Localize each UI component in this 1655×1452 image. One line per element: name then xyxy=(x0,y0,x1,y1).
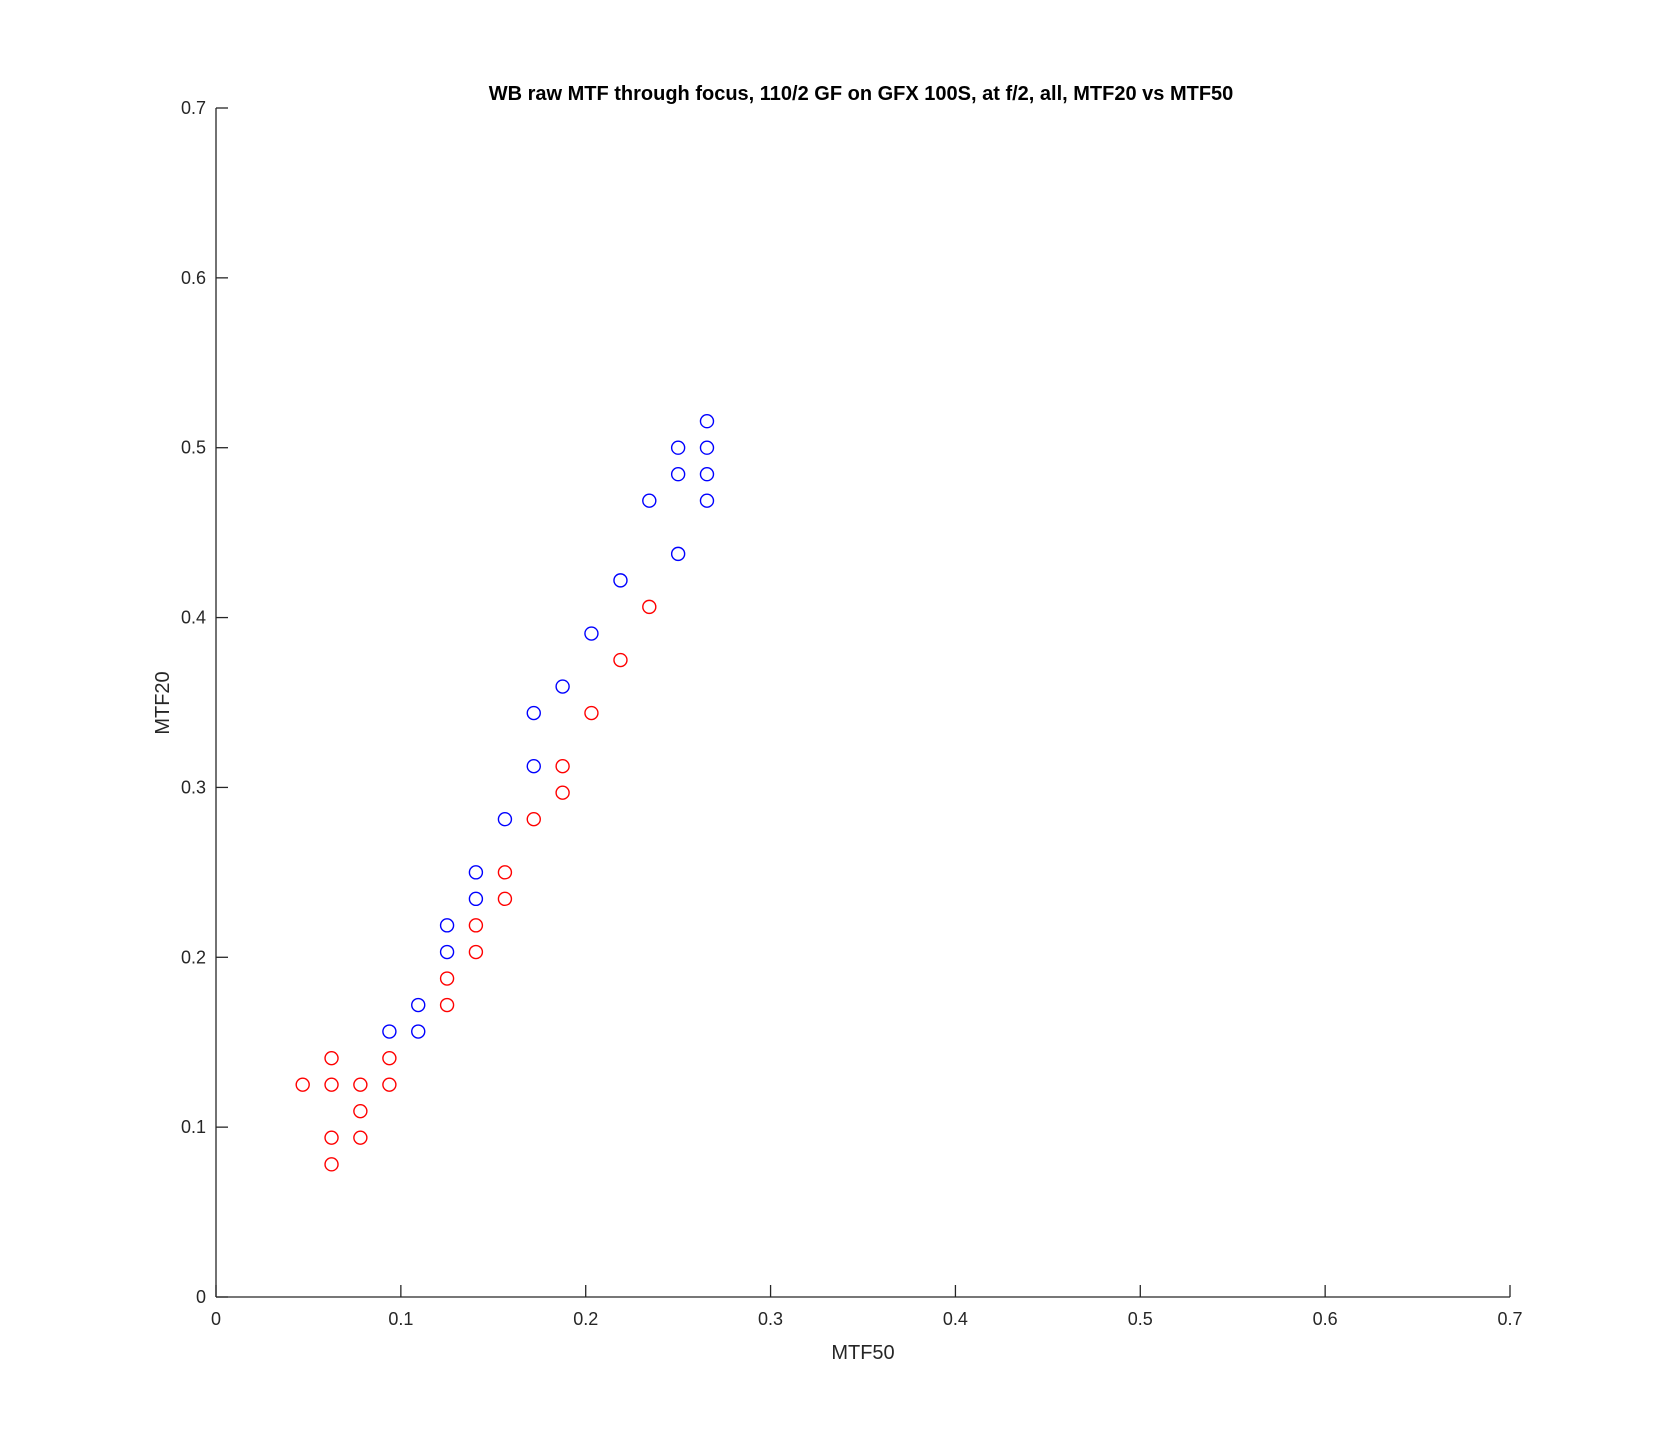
data-point-series-2 xyxy=(526,811,541,827)
data-point-series-1 xyxy=(468,891,484,907)
data-point-series-1 xyxy=(670,467,686,482)
data-point-series-1 xyxy=(411,1024,426,1039)
y-tick-label: 0.4 xyxy=(181,608,206,628)
data-point-series-2 xyxy=(497,891,513,907)
data-point-series-2 xyxy=(382,1077,397,1092)
y-tick-label: 0.6 xyxy=(181,268,206,288)
x-tick-label: 0 xyxy=(211,1309,221,1329)
data-point-series-2 xyxy=(353,1103,368,1119)
data-point-series-1 xyxy=(555,679,570,694)
x-tick-label: 0.2 xyxy=(573,1309,598,1329)
y-tick-label: 0.1 xyxy=(181,1117,206,1137)
data-point-series-2 xyxy=(555,758,570,774)
data-point-series-1 xyxy=(613,573,628,588)
x-tick-label: 0.4 xyxy=(943,1309,968,1329)
x-tick-label: 0.7 xyxy=(1497,1309,1522,1329)
y-ticks: 0 0.1 0.2 0.3 0.4 0.5 0.6 0.7 xyxy=(181,98,228,1307)
data-point-series-1 xyxy=(699,414,715,429)
data-point-series-2 xyxy=(555,785,570,800)
data-point-series-2 xyxy=(468,918,484,933)
data-points xyxy=(295,414,715,1172)
y-tick-label: 0.3 xyxy=(181,777,206,797)
x-tick-label: 0.6 xyxy=(1313,1309,1338,1329)
data-point-series-1 xyxy=(670,546,686,562)
data-point-series-2 xyxy=(353,1130,368,1145)
x-tick-label: 0.1 xyxy=(388,1309,413,1329)
data-point-series-2 xyxy=(439,971,455,986)
data-point-series-2 xyxy=(324,1157,339,1172)
data-point-series-1 xyxy=(526,705,541,721)
data-point-series-1 xyxy=(699,493,715,508)
x-tick-label: 0.3 xyxy=(758,1309,783,1329)
data-point-series-1 xyxy=(497,811,513,827)
data-point-series-2 xyxy=(324,1077,339,1092)
data-point-series-1 xyxy=(699,440,715,455)
y-tick-label: 0 xyxy=(196,1287,206,1307)
data-point-series-1 xyxy=(670,440,686,455)
data-point-series-1 xyxy=(439,944,455,960)
data-point-series-2 xyxy=(295,1077,310,1092)
data-point-series-2 xyxy=(613,652,628,668)
data-point-series-2 xyxy=(642,599,657,615)
data-point-series-2 xyxy=(382,1050,397,1066)
data-point-series-2 xyxy=(324,1050,339,1066)
x-tick-label: 0.5 xyxy=(1128,1309,1153,1329)
x-ticks: 0 0.1 0.2 0.3 0.4 0.5 0.6 0.7 xyxy=(211,1285,1523,1329)
y-axis-label: MTF20 xyxy=(152,671,174,734)
y-tick-label: 0.5 xyxy=(181,438,206,458)
data-point-series-2 xyxy=(439,997,455,1013)
data-point-series-2 xyxy=(468,944,484,960)
data-point-series-2 xyxy=(353,1077,368,1092)
data-point-series-2 xyxy=(584,705,599,721)
data-point-series-1 xyxy=(699,467,715,482)
x-axis-label: MTF50 xyxy=(831,1342,894,1364)
data-point-series-1 xyxy=(411,997,426,1013)
y-tick-label: 0.2 xyxy=(181,947,206,967)
data-point-series-1 xyxy=(468,865,484,880)
axes xyxy=(215,108,1510,1298)
data-point-series-1 xyxy=(642,493,657,508)
data-point-series-1 xyxy=(439,918,455,933)
chart-title: WB raw MTF through focus, 110/2 GF on GF… xyxy=(489,83,1234,105)
data-point-series-2 xyxy=(324,1130,339,1145)
data-point-series-1 xyxy=(382,1024,397,1039)
data-point-series-2 xyxy=(497,865,513,880)
y-tick-label: 0.7 xyxy=(181,98,206,118)
data-point-series-1 xyxy=(584,626,599,641)
data-point-series-1 xyxy=(526,758,541,774)
